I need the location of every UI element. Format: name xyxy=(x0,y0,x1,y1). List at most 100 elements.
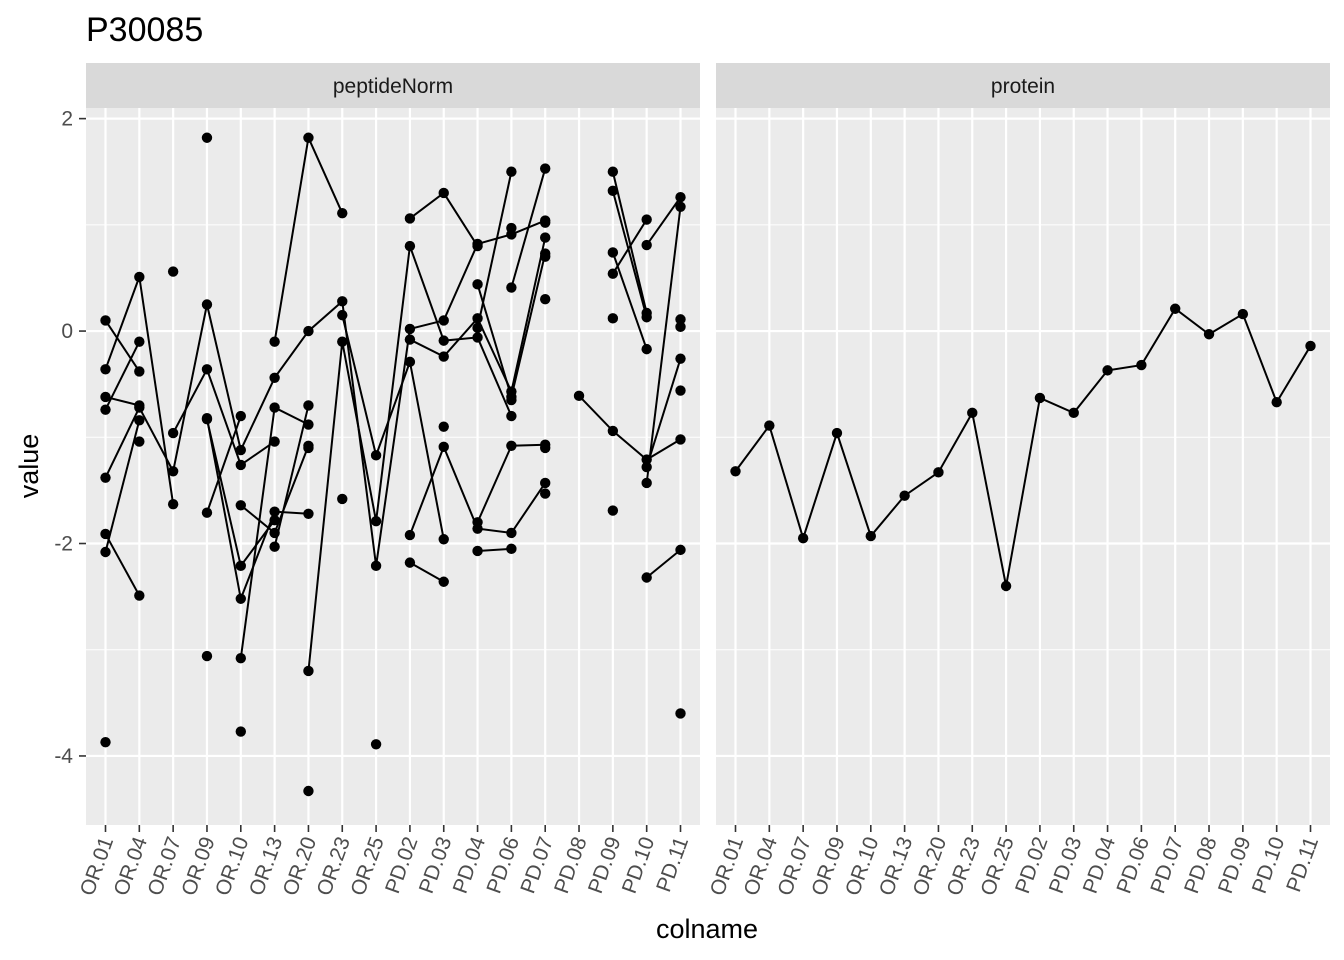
data-point xyxy=(269,436,280,447)
data-point xyxy=(438,534,449,545)
data-point xyxy=(1203,329,1215,340)
y-axis: 2 0 -2 -4 xyxy=(54,108,86,768)
data-point xyxy=(1034,392,1046,404)
panel-background xyxy=(716,108,1330,825)
data-point xyxy=(438,351,449,362)
data-point xyxy=(675,434,686,445)
data-point xyxy=(404,356,416,368)
data-point xyxy=(641,454,652,465)
data-point xyxy=(899,490,910,501)
data-point xyxy=(167,499,179,510)
series-line xyxy=(104,341,141,411)
data-point xyxy=(303,132,314,143)
series-line xyxy=(645,196,682,246)
data-point xyxy=(1170,303,1181,314)
data-point xyxy=(134,402,145,413)
data-point xyxy=(167,427,179,439)
data-point xyxy=(303,419,314,430)
data-point xyxy=(100,364,111,375)
series-line xyxy=(409,561,445,583)
data-point xyxy=(201,650,213,662)
series-line xyxy=(104,533,141,597)
data-point xyxy=(269,506,280,517)
data-point xyxy=(303,442,314,454)
data-point xyxy=(641,239,652,251)
data-point xyxy=(235,593,246,604)
series-line xyxy=(273,405,310,547)
data-point xyxy=(607,268,619,279)
data-point xyxy=(506,527,517,539)
panel-background xyxy=(86,108,700,825)
series-line xyxy=(205,417,309,603)
data-point xyxy=(167,266,179,277)
data-point xyxy=(641,214,652,225)
data-point xyxy=(540,163,551,174)
series-line xyxy=(645,206,682,484)
series-line xyxy=(611,171,648,314)
data-point xyxy=(730,466,741,477)
data-point xyxy=(337,336,348,347)
data-point xyxy=(506,410,517,422)
data-point xyxy=(675,201,686,212)
data-point xyxy=(303,400,314,411)
data-point xyxy=(967,407,978,419)
data-point xyxy=(641,461,652,473)
data-point xyxy=(370,560,382,572)
data-point xyxy=(404,213,416,224)
data-point xyxy=(472,545,483,557)
data-point xyxy=(269,336,280,347)
data-point xyxy=(235,459,246,471)
data-point xyxy=(269,372,280,384)
series-line xyxy=(612,219,648,275)
data-point xyxy=(675,353,686,364)
series-line xyxy=(734,307,1312,587)
data-point xyxy=(540,217,551,228)
data-point xyxy=(607,185,619,197)
data-point xyxy=(540,232,551,243)
data-point xyxy=(404,529,416,541)
data-point xyxy=(269,527,280,539)
data-point xyxy=(201,364,213,375)
data-point xyxy=(506,282,517,293)
data-point xyxy=(472,322,483,334)
series-line xyxy=(477,547,512,552)
facet-strip-label: peptideNorm xyxy=(333,75,453,98)
data-point xyxy=(235,653,246,664)
series-line xyxy=(611,252,648,350)
data-point xyxy=(1102,365,1113,376)
data-point xyxy=(506,166,517,177)
series-points xyxy=(100,132,686,797)
data-point xyxy=(269,402,280,413)
data-point xyxy=(472,279,483,290)
y-axis-title: value xyxy=(14,434,44,499)
data-point xyxy=(764,420,775,431)
data-point xyxy=(607,425,619,437)
data-point xyxy=(100,528,111,540)
data-point xyxy=(201,299,213,310)
data-point xyxy=(506,222,517,234)
facet-strip-label: protein xyxy=(991,75,1055,98)
data-point xyxy=(100,404,111,415)
data-point xyxy=(134,271,145,283)
data-point xyxy=(1000,580,1012,592)
data-point xyxy=(675,321,686,333)
series-line xyxy=(510,168,547,288)
series-line xyxy=(645,358,682,468)
facet-panel-peptideNorm: peptideNormOR.01OR.04OR.07OR.09OR.10OR.1… xyxy=(76,63,700,899)
data-point xyxy=(540,488,551,499)
data-point xyxy=(438,441,449,453)
data-point xyxy=(235,500,246,511)
data-point xyxy=(933,467,944,478)
data-point xyxy=(506,440,517,451)
data-point xyxy=(337,493,348,505)
data-point xyxy=(865,530,876,542)
facet-strip xyxy=(86,63,700,108)
facet-panel-protein: proteinOR.01OR.04OR.07OR.09OR.10OR.13OR.… xyxy=(706,63,1330,899)
data-point xyxy=(235,560,246,572)
data-point xyxy=(472,517,483,528)
data-point xyxy=(337,309,348,321)
facet-strip xyxy=(716,63,1330,108)
data-point xyxy=(134,436,145,447)
data-point xyxy=(438,421,449,432)
series-line xyxy=(476,171,513,329)
